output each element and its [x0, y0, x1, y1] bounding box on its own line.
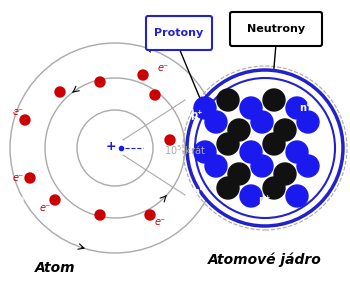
Circle shape — [286, 97, 308, 119]
Text: p⁺: p⁺ — [258, 195, 270, 205]
Text: n°: n° — [86, 184, 96, 193]
Circle shape — [297, 155, 319, 177]
Text: n°: n° — [192, 187, 204, 197]
Text: e⁻: e⁻ — [40, 203, 51, 213]
Circle shape — [263, 133, 285, 155]
Circle shape — [228, 163, 250, 185]
Circle shape — [240, 97, 262, 119]
Text: e⁻: e⁻ — [13, 173, 24, 183]
Text: e⁻: e⁻ — [13, 107, 24, 117]
Text: n°: n° — [6, 109, 16, 118]
Circle shape — [251, 155, 273, 177]
Circle shape — [165, 135, 175, 145]
Circle shape — [145, 210, 155, 220]
Text: Atom: Atom — [35, 261, 75, 275]
Circle shape — [240, 141, 262, 163]
Circle shape — [150, 90, 160, 100]
Circle shape — [286, 185, 308, 207]
Text: p⁺: p⁺ — [190, 110, 202, 120]
Text: e⁻: e⁻ — [158, 63, 169, 73]
Circle shape — [251, 111, 273, 133]
Circle shape — [263, 177, 285, 199]
Text: Neutrony: Neutrony — [247, 24, 305, 34]
Circle shape — [274, 163, 296, 185]
Circle shape — [297, 111, 319, 133]
Circle shape — [228, 119, 250, 141]
Circle shape — [217, 89, 239, 111]
Text: p⁺: p⁺ — [17, 195, 27, 204]
Circle shape — [217, 133, 239, 155]
Circle shape — [217, 177, 239, 199]
Circle shape — [205, 111, 227, 133]
Circle shape — [95, 77, 105, 87]
Text: n°: n° — [299, 103, 311, 113]
Circle shape — [286, 141, 308, 163]
Circle shape — [263, 89, 285, 111]
Circle shape — [25, 173, 35, 183]
Circle shape — [95, 210, 105, 220]
Circle shape — [205, 155, 227, 177]
Circle shape — [55, 87, 65, 97]
Circle shape — [240, 185, 262, 207]
Text: p⁺: p⁺ — [84, 109, 94, 118]
Text: e⁻: e⁻ — [155, 217, 166, 227]
Text: +: + — [106, 140, 116, 153]
Circle shape — [50, 195, 60, 205]
Circle shape — [187, 70, 343, 226]
FancyBboxPatch shape — [230, 12, 322, 46]
Circle shape — [194, 141, 216, 163]
Circle shape — [194, 97, 216, 119]
Circle shape — [138, 70, 148, 80]
Text: 10$^5$-krát: 10$^5$-krát — [164, 143, 206, 157]
Text: Protony: Protony — [154, 28, 204, 38]
Circle shape — [20, 115, 30, 125]
FancyBboxPatch shape — [146, 16, 212, 50]
Text: Atomové jádro: Atomové jádro — [208, 253, 322, 267]
Circle shape — [274, 119, 296, 141]
